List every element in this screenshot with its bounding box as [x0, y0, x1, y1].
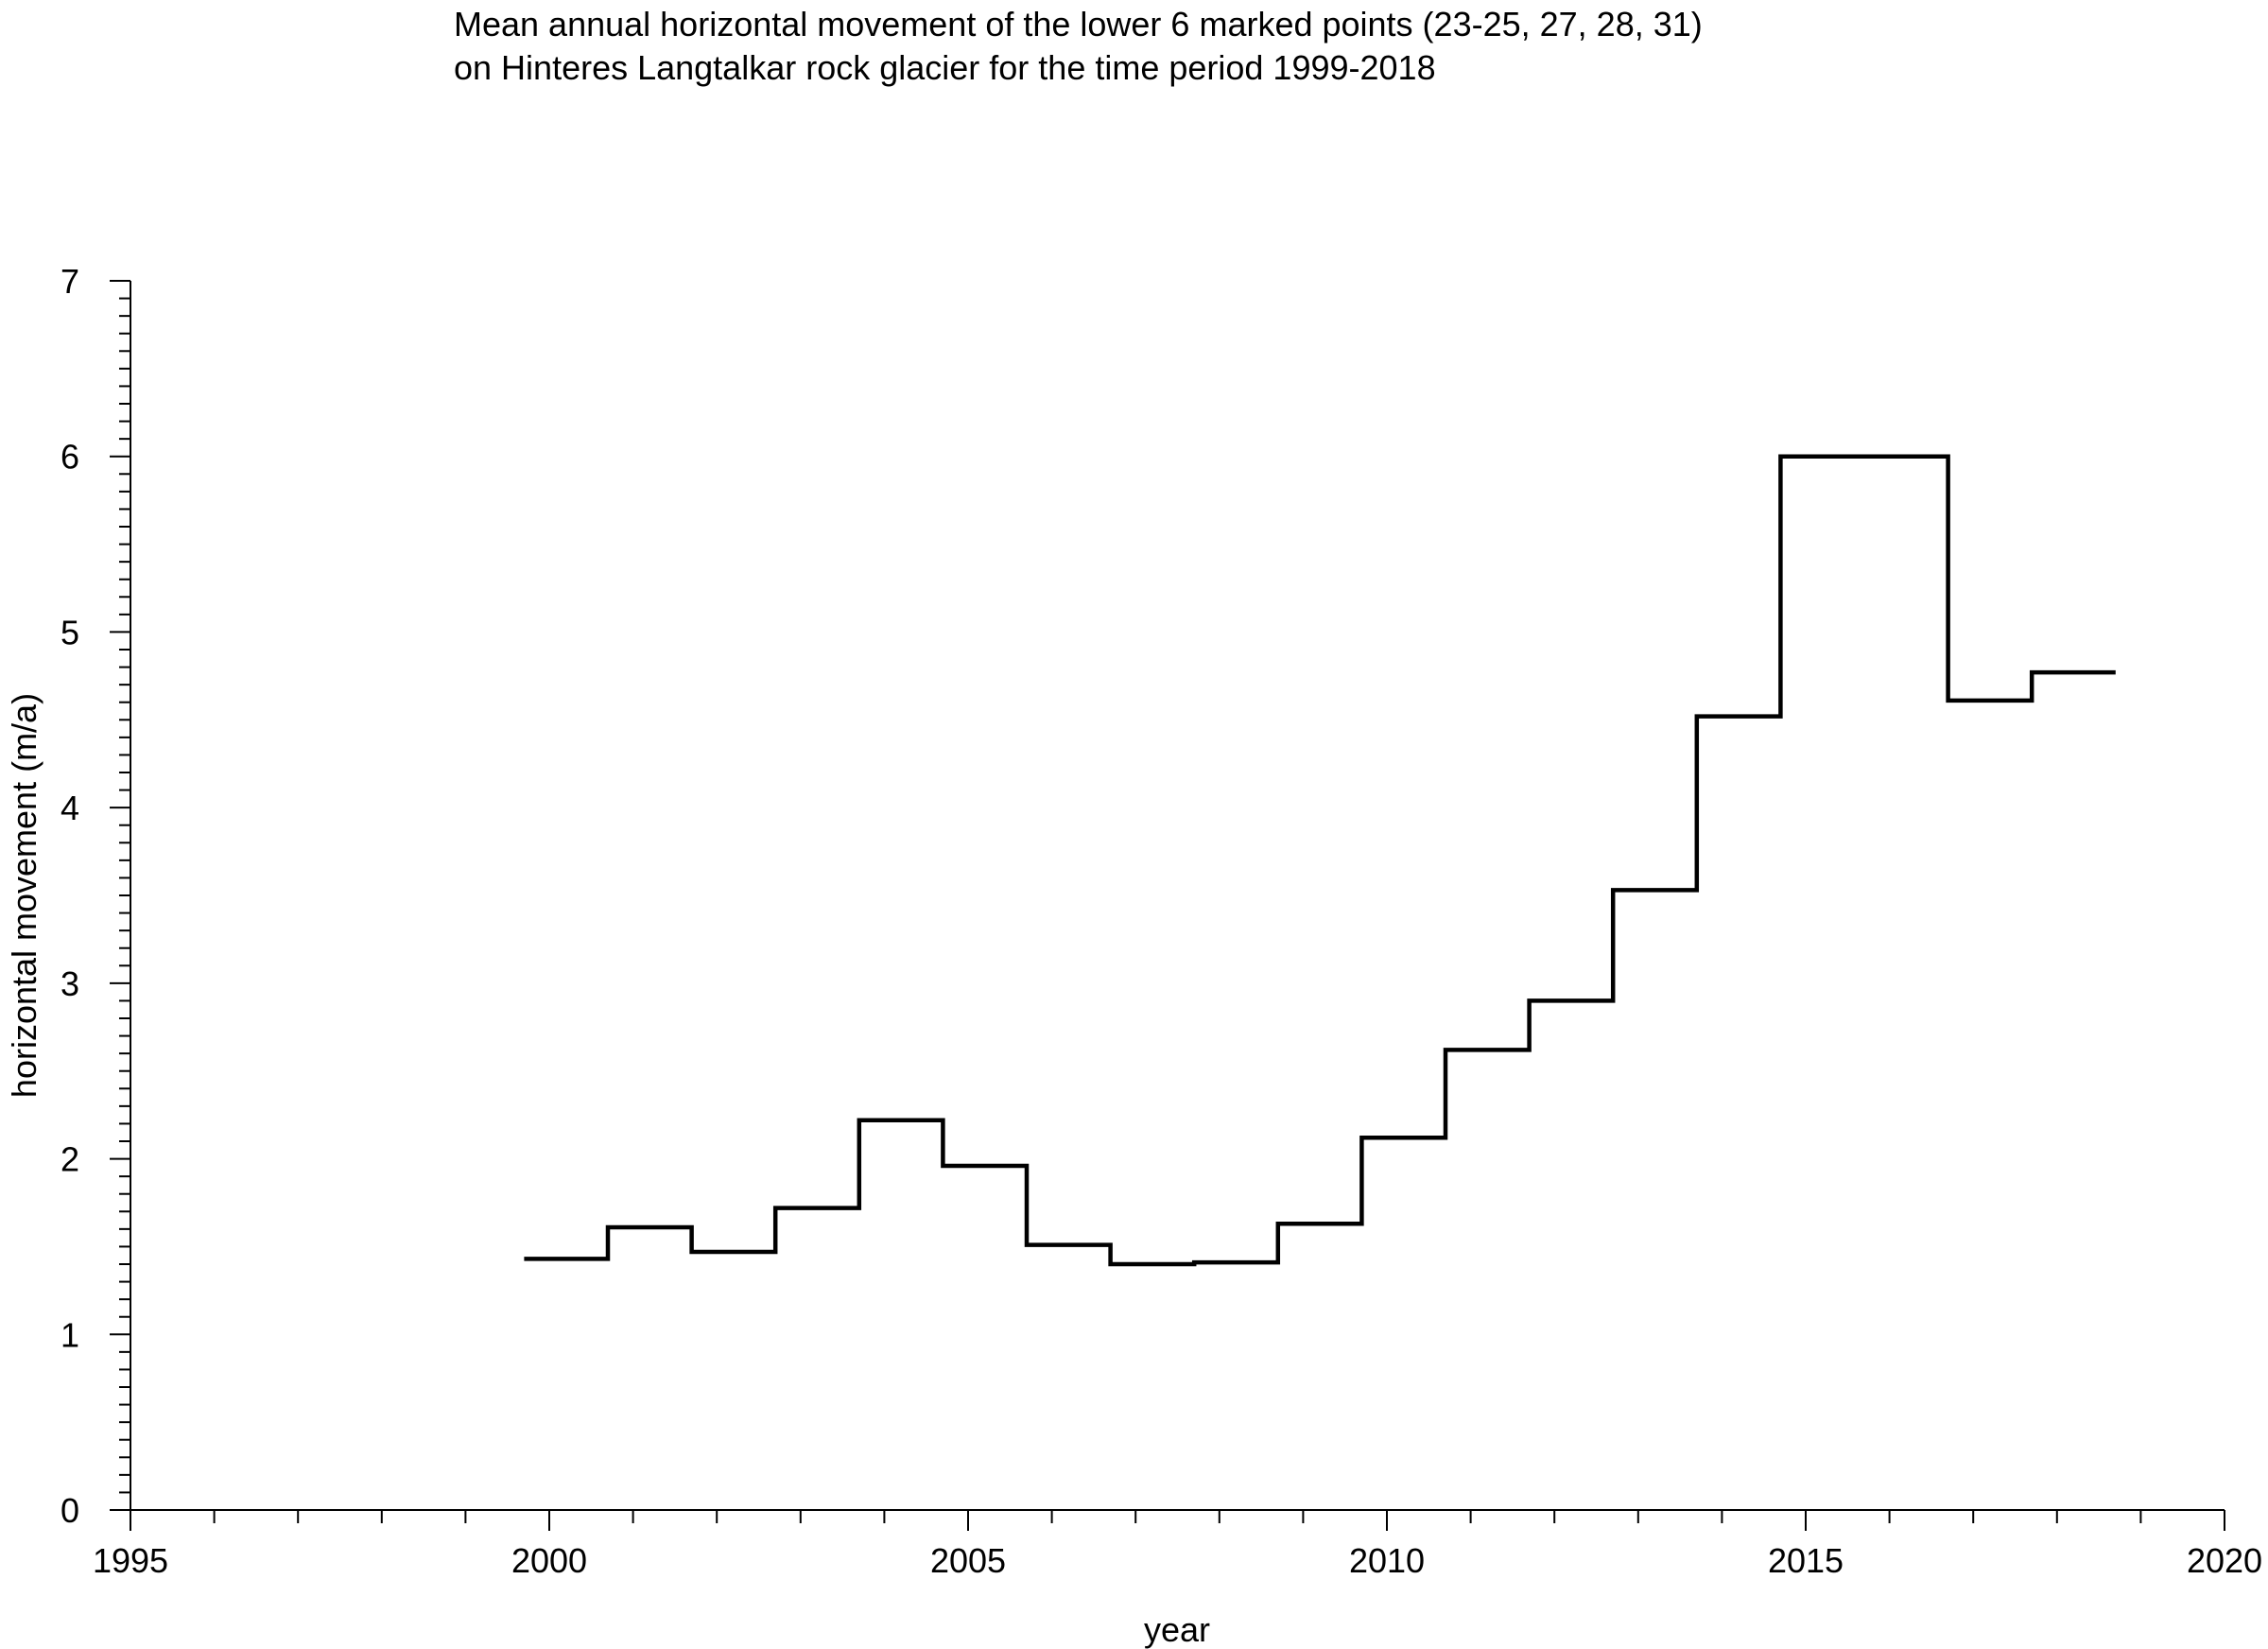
y-tick-label: 1 [61, 1315, 79, 1354]
y-axis-label: horizontal movement (m/a) [5, 693, 43, 1098]
y-tick-label: 5 [61, 613, 79, 651]
chart-title-line-2: on Hinteres Langtalkar rock glacier for … [454, 48, 1436, 87]
x-tick-label: 1995 [93, 1541, 168, 1580]
y-tick-label: 0 [61, 1491, 79, 1530]
y-tick-label: 3 [61, 964, 79, 1003]
y-tick-label: 6 [61, 438, 79, 477]
series-line [524, 454, 2116, 1267]
chart-title-line-1: Mean annual horizontal movement of the l… [454, 5, 1703, 43]
axis-ticks: 1995 2000 2005 2010 2015 2020 0 1 2 3 4 5 6 7 [61, 262, 2262, 1580]
y-tick-label: 4 [61, 789, 79, 827]
y-tick-label: 7 [61, 262, 79, 301]
x-axis-label: year [1144, 1610, 1210, 1649]
x-tick-label: 2005 [930, 1541, 1006, 1580]
y-tick-label: 2 [61, 1140, 79, 1179]
x-tick-label: 2000 [511, 1541, 587, 1580]
x-tick-label: 2015 [1768, 1541, 1844, 1580]
x-tick-label: 2020 [2187, 1541, 2262, 1580]
x-tick-label: 2010 [1349, 1541, 1425, 1580]
